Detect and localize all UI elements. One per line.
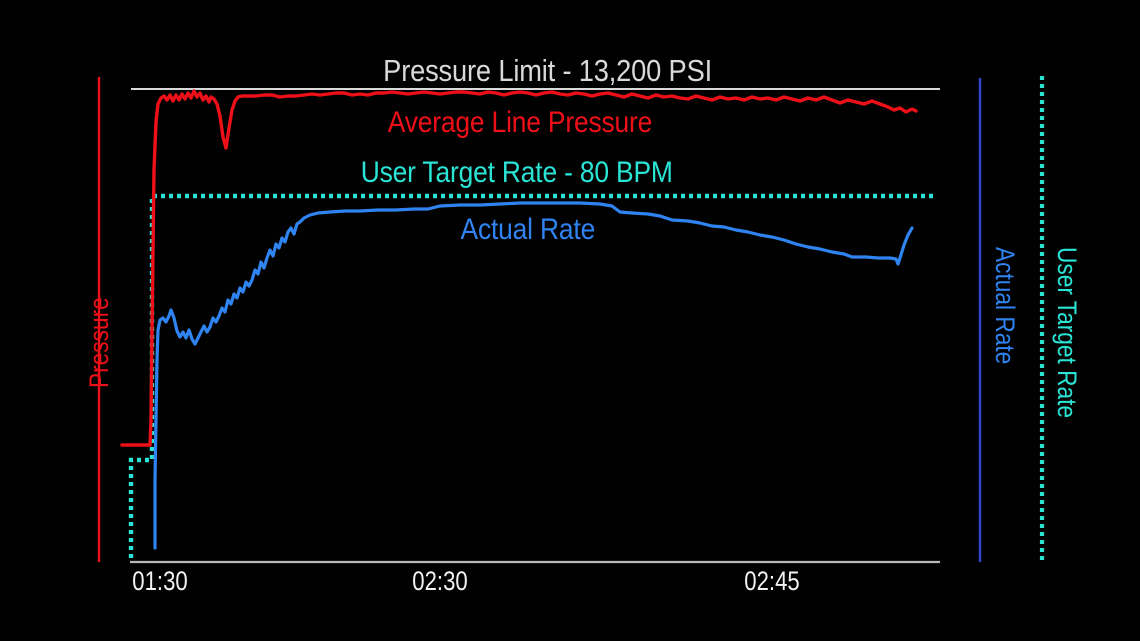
series-user-target-rate-line <box>128 193 936 558</box>
axis-title-actual-rate: Actual Rate <box>990 247 1020 387</box>
average-line-pressure-label: Average Line Pressure <box>387 106 653 139</box>
x-tick-label: 01:30 <box>126 568 194 595</box>
x-tick-label-text: 02:30 <box>412 566 468 596</box>
x-tick-label: 02:45 <box>738 568 806 595</box>
x-tick-label-text: 02:45 <box>744 566 800 596</box>
pressure-limit-title: Pressure Limit - 13,200 PSI <box>383 53 712 88</box>
x-tick-label-text: 01:30 <box>132 566 188 596</box>
axis-title-user-target-rate: User Target Rate <box>1052 247 1082 451</box>
axis-title-pressure: Pressure <box>84 280 114 388</box>
axis-title-user-target-rate-text: User Target Rate <box>1052 247 1082 419</box>
axis-title-pressure-text: Pressure <box>84 297 114 388</box>
axis-title-actual-rate-text: Actual Rate <box>990 247 1020 365</box>
series-actual-rate <box>153 201 914 550</box>
x-tick-label: 02:30 <box>406 568 474 595</box>
actual-rate-label: Actual Rate <box>460 213 596 246</box>
series-average-line-pressure <box>120 89 918 447</box>
user-target-rate-label: User Target Rate - 80 BPM <box>360 156 673 189</box>
